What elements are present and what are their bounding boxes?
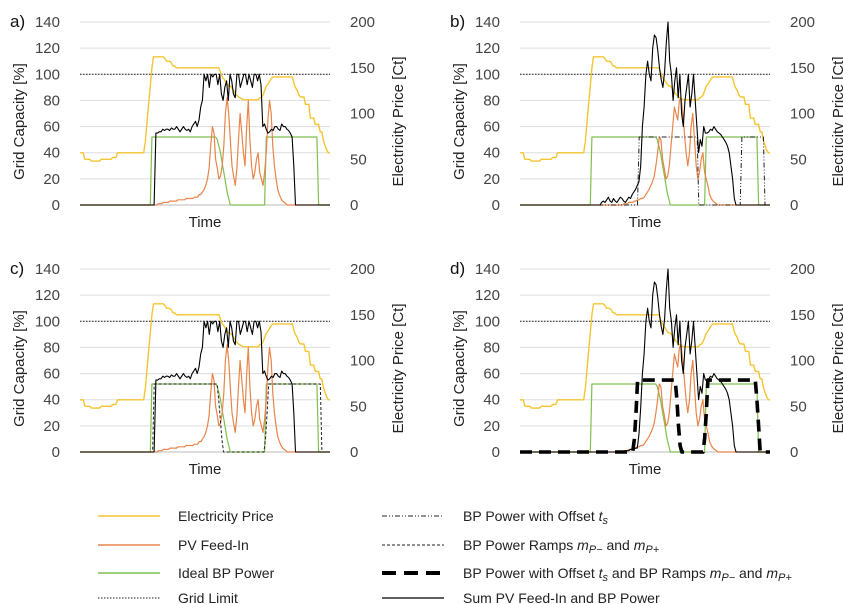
- y-tick-left: 60: [483, 119, 500, 136]
- legend-label-ramps: BP Power Ramps mP− and mP+: [463, 537, 660, 556]
- x-axis-label: Time: [189, 214, 222, 231]
- y-axis-label-left: Grid Capacity [%]: [11, 63, 28, 180]
- y-tick-left: 120: [475, 287, 500, 304]
- legend-label-offset: BP Power with Offset ts: [463, 508, 609, 527]
- y-tick-right: 0: [350, 197, 358, 214]
- y-axis-label-right: Electricity Price [Ct]: [830, 56, 843, 186]
- y-tick-right: 50: [790, 398, 807, 415]
- legend-label-offset-ramps: BP Power with Offset ts and BP Ramps mP−…: [463, 565, 792, 584]
- legend-label-ideal: Ideal BP Power: [178, 565, 275, 581]
- series-price: [80, 56, 330, 162]
- y-tick-left: 0: [492, 197, 500, 214]
- y-tick-left: 80: [43, 339, 60, 356]
- series-pv: [520, 97, 770, 206]
- x-axis-label: Time: [189, 461, 222, 478]
- y-tick-right: 100: [350, 106, 375, 123]
- y-tick-left: 0: [52, 197, 60, 214]
- y-tick-left: 0: [492, 444, 500, 461]
- x-axis-label: Time: [629, 214, 662, 231]
- y-tick-right: 200: [350, 261, 375, 278]
- y-tick-left: 80: [43, 92, 60, 109]
- y-axis-label-left: Grid Capacity [%]: [451, 310, 468, 427]
- y-tick-right: 200: [350, 14, 375, 31]
- y-axis-label-right: Electricity Price [Ct]: [390, 56, 407, 186]
- y-tick-left: 40: [43, 392, 60, 409]
- y-tick-right: 100: [790, 353, 815, 370]
- y-tick-left: 20: [43, 171, 60, 188]
- series-sum: [520, 268, 770, 453]
- y-tick-right: 50: [350, 398, 367, 415]
- y-axis-label-left: Grid Capacity [%]: [451, 63, 468, 180]
- y-tick-left: 120: [35, 40, 60, 57]
- panel-d: 0 20 40 60 80 100 120 140 0 50 100 150 200 Time Grid C…: [450, 259, 843, 478]
- series-price: [520, 303, 770, 409]
- y-tick-left: 60: [43, 366, 60, 383]
- series-price: [520, 56, 770, 162]
- y-tick-left: 20: [43, 418, 60, 435]
- legend-label-price: Electricity Price: [178, 508, 274, 524]
- y-axis-label-right: Electricity Price [Ct]: [390, 303, 407, 433]
- legend: Electricity Price PV Feed-In Ideal BP Po…: [98, 508, 792, 604]
- y-tick-right: 0: [350, 444, 358, 461]
- y-tick-left: 100: [475, 66, 500, 83]
- y-tick-right: 150: [790, 60, 815, 77]
- y-tick-right: 50: [790, 151, 807, 168]
- y-tick-right: 50: [350, 151, 367, 168]
- series-sum: [80, 320, 330, 453]
- y-tick-right: 150: [790, 307, 815, 324]
- y-tick-left: 60: [483, 366, 500, 383]
- legend-label-pv: PV Feed-In: [178, 537, 249, 553]
- panel-b: 0 20 40 60 80 100 120 140 0 50 100 150 200 Time Grid C…: [450, 12, 843, 231]
- y-tick-left: 140: [475, 14, 500, 31]
- series-offset_ramps: [519, 378, 771, 454]
- y-tick-left: 40: [483, 145, 500, 162]
- y-tick-right: 150: [350, 60, 375, 77]
- y-tick-left: 120: [35, 287, 60, 304]
- y-tick-left: 140: [35, 14, 60, 31]
- y-tick-right: 0: [790, 444, 798, 461]
- y-axis-label-right: Electricity Price [Ct]: [830, 303, 843, 433]
- series-price: [80, 303, 330, 409]
- y-tick-left: 0: [52, 444, 60, 461]
- panel-label: a): [10, 12, 25, 31]
- y-tick-left: 120: [475, 40, 500, 57]
- y-tick-right: 100: [790, 106, 815, 123]
- panel-label: c): [10, 259, 24, 278]
- y-tick-left: 80: [483, 339, 500, 356]
- y-axis-label-left: Grid Capacity [%]: [11, 310, 28, 427]
- y-tick-right: 150: [350, 307, 375, 324]
- y-tick-left: 140: [35, 261, 60, 278]
- y-tick-left: 20: [483, 418, 500, 435]
- panel-label: d): [450, 259, 465, 278]
- y-tick-right: 200: [790, 261, 815, 278]
- y-tick-left: 100: [35, 313, 60, 330]
- y-tick-left: 140: [475, 261, 500, 278]
- y-tick-left: 60: [43, 119, 60, 136]
- y-tick-left: 80: [483, 92, 500, 109]
- y-tick-left: 100: [35, 66, 60, 83]
- y-tick-left: 40: [43, 145, 60, 162]
- y-tick-left: 100: [475, 313, 500, 330]
- y-tick-right: 100: [350, 353, 375, 370]
- y-tick-right: 0: [790, 197, 798, 214]
- series-sum: [80, 73, 330, 206]
- y-tick-left: 40: [483, 392, 500, 409]
- series-pv: [520, 344, 770, 453]
- legend-label-sum: Sum PV Feed-In and BP Power: [463, 590, 660, 604]
- series-sum: [520, 21, 770, 206]
- legend-label-grid: Grid Limit: [178, 590, 238, 604]
- panel-a: 0 20 40 60 80 100 120 140 0 50 100 150 200 Time Grid C…: [10, 12, 407, 231]
- panel-c: 0 20 40 60 80 100 120 140 0 50 100 150 200 Time Grid C…: [10, 259, 407, 478]
- panel-label: b): [450, 12, 465, 31]
- x-axis-label: Time: [629, 461, 662, 478]
- y-tick-right: 200: [790, 14, 815, 31]
- y-tick-left: 20: [483, 171, 500, 188]
